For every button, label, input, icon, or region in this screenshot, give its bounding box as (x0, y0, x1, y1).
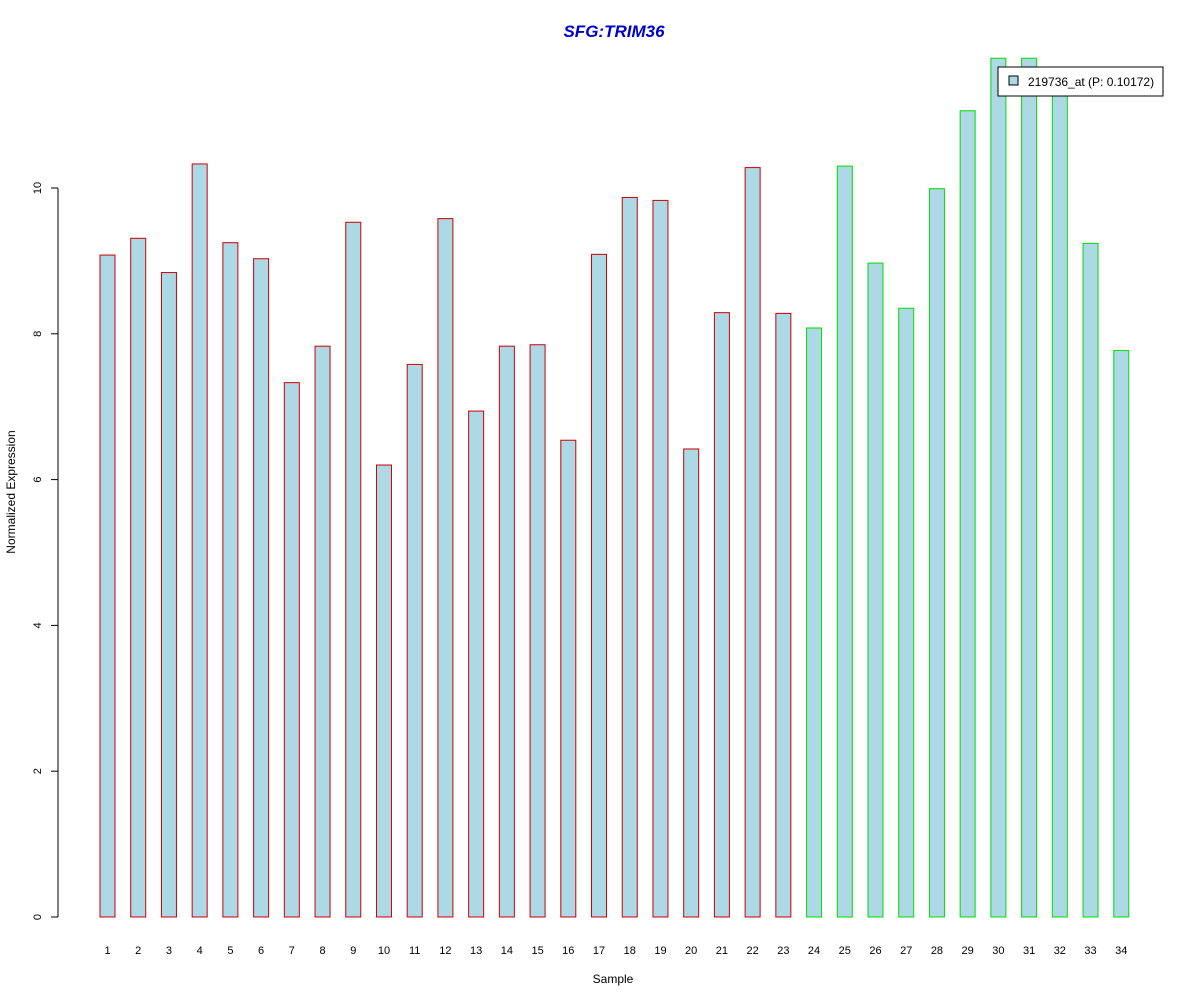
x-tick-label: 2 (135, 945, 141, 957)
bars (99, 57, 1130, 918)
bar-33 (1082, 242, 1099, 918)
x-tick-label: 7 (289, 945, 295, 957)
bar-32 (1051, 81, 1068, 918)
bar-3 (160, 272, 177, 918)
x-tick-label: 16 (562, 945, 574, 957)
bar-27 (898, 307, 915, 918)
x-tick-label: 13 (470, 945, 482, 957)
x-tick-label: 10 (378, 945, 390, 957)
x-tick-label: 22 (746, 945, 758, 957)
x-tick-label: 20 (685, 945, 697, 957)
bar-14 (498, 345, 515, 918)
bar-4 (191, 163, 208, 918)
bar-22 (744, 167, 761, 918)
x-tick-label: 19 (654, 945, 666, 957)
legend-swatch (1008, 75, 1019, 86)
bar-30 (990, 57, 1007, 918)
x-tick-label: 29 (962, 945, 974, 957)
x-tick-label: 9 (350, 945, 356, 957)
bar-13 (468, 410, 485, 918)
legend: 219736_at (P: 0.10172) (997, 66, 1164, 97)
y-tick-label: 10 (32, 182, 44, 194)
bar-29 (959, 110, 976, 918)
y-axis-label: Normalized Expression (4, 430, 18, 553)
x-tick-label: 17 (593, 945, 605, 957)
x-tick-label: 25 (839, 945, 851, 957)
bar-9 (345, 221, 362, 918)
bar-24 (806, 327, 823, 918)
legend-box (997, 66, 1164, 97)
x-tick-label: 24 (808, 945, 820, 957)
bar-15 (529, 344, 546, 918)
x-tick-label: 8 (319, 945, 325, 957)
bar-26 (867, 262, 884, 918)
x-tick-label: 4 (197, 945, 203, 957)
bar-21 (713, 312, 730, 918)
bar-31 (1021, 57, 1038, 918)
bar-19 (652, 199, 669, 918)
bar-20 (683, 448, 700, 918)
x-tick-label: 12 (439, 945, 451, 957)
bar-34 (1113, 350, 1130, 918)
bar-10 (375, 464, 392, 918)
legend-label: 219736_at (P: 0.10172) (1028, 75, 1154, 89)
bar-7 (283, 382, 300, 918)
x-tick-label: 26 (869, 945, 881, 957)
bar-6 (253, 258, 270, 918)
bar-16 (560, 439, 577, 918)
x-axis-label: Sample (593, 972, 634, 986)
bar-1 (99, 254, 116, 918)
x-tick-label: 18 (624, 945, 636, 957)
x-tick-label: 28 (931, 945, 943, 957)
x-tick-label: 14 (501, 945, 513, 957)
x-tick-label: 6 (258, 945, 264, 957)
bar-25 (836, 165, 853, 918)
x-tick-label: 34 (1115, 945, 1127, 957)
y-axis: 0 2 4 6 8 10 (32, 182, 59, 920)
bar-18 (621, 196, 638, 918)
bar-12 (437, 218, 454, 918)
bar-23 (775, 312, 792, 918)
y-tick-label: 2 (32, 768, 44, 774)
x-tick-label: 15 (531, 945, 543, 957)
x-tick-label: 23 (777, 945, 789, 957)
bar-5 (222, 242, 239, 918)
y-tick-label: 6 (32, 477, 44, 483)
x-tick-label: 32 (1054, 945, 1066, 957)
x-tick-label: 5 (227, 945, 233, 957)
x-tick-label: 11 (409, 945, 420, 957)
bar-17 (591, 253, 608, 918)
x-tick-label: 30 (992, 945, 1004, 957)
x-tick-labels: 1 2 3 4 5 6 7 8 9 10 11 12 13 14 15 16 17 18 19 20 21 22 23 24 2… (104, 945, 1127, 957)
chart-title: SFG:TRIM36 (563, 22, 665, 41)
x-tick-label: 3 (166, 945, 172, 957)
bar-8 (314, 345, 331, 918)
x-tick-label: 33 (1084, 945, 1096, 957)
x-tick-label: 21 (716, 945, 728, 957)
bar-28 (928, 188, 945, 918)
bar-2 (130, 237, 147, 918)
y-tick-label: 4 (32, 622, 44, 628)
y-tick-label: 8 (32, 331, 44, 337)
y-tick-label: 0 (32, 914, 44, 920)
x-tick-label: 31 (1023, 945, 1035, 957)
bar-11 (406, 363, 423, 918)
x-tick-label: 27 (900, 945, 912, 957)
x-tick-label: 1 (104, 945, 110, 957)
